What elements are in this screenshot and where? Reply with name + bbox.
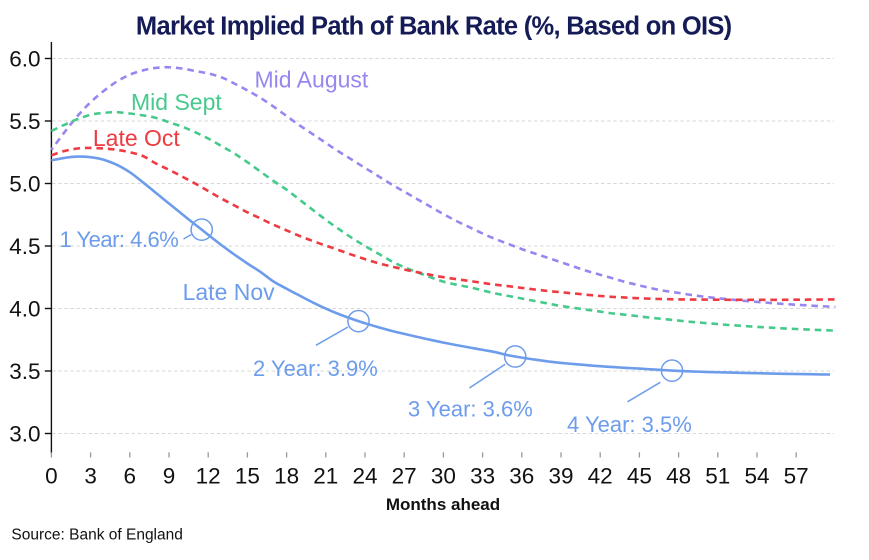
svg-text:42: 42 (588, 463, 613, 488)
svg-text:9: 9 (163, 463, 176, 488)
svg-text:15: 15 (235, 463, 260, 488)
svg-text:33: 33 (470, 463, 495, 488)
svg-text:30: 30 (431, 463, 456, 488)
svg-text:Mid Sept: Mid Sept (131, 89, 222, 115)
svg-text:Months ahead: Months ahead (386, 495, 500, 514)
svg-text:6: 6 (124, 463, 137, 488)
svg-text:57: 57 (784, 463, 809, 488)
svg-text:3: 3 (84, 463, 97, 488)
svg-text:3 Year: 3.6%: 3 Year: 3.6% (408, 397, 533, 422)
svg-text:18: 18 (274, 463, 299, 488)
svg-text:5.0: 5.0 (9, 172, 40, 197)
svg-text:Market Implied Path of Bank Ra: Market Implied Path of Bank Rate (%, Bas… (136, 12, 732, 40)
svg-text:3.0: 3.0 (9, 422, 40, 447)
svg-text:24: 24 (352, 463, 377, 488)
svg-text:45: 45 (627, 463, 652, 488)
svg-text:21: 21 (313, 463, 338, 488)
svg-text:4.5: 4.5 (9, 234, 40, 259)
svg-text:36: 36 (509, 463, 534, 488)
svg-text:54: 54 (744, 463, 769, 488)
svg-text:4 Year: 3.5%: 4 Year: 3.5% (567, 412, 692, 437)
svg-text:0: 0 (45, 463, 58, 488)
svg-text:48: 48 (666, 463, 691, 488)
svg-text:27: 27 (392, 463, 417, 488)
svg-text:Mid August: Mid August (255, 67, 369, 93)
svg-text:39: 39 (548, 463, 573, 488)
svg-text:51: 51 (705, 463, 730, 488)
svg-text:Source: Bank of England: Source: Bank of England (11, 527, 182, 544)
svg-text:4.0: 4.0 (9, 297, 40, 322)
svg-text:6.0: 6.0 (9, 47, 40, 72)
svg-text:2 Year: 3.9%: 2 Year: 3.9% (253, 356, 378, 381)
svg-text:12: 12 (196, 463, 221, 488)
svg-text:5.5: 5.5 (9, 109, 40, 134)
svg-text:3.5: 3.5 (9, 359, 40, 384)
svg-text:Late Oct: Late Oct (93, 125, 181, 151)
svg-text:Late Nov: Late Nov (183, 279, 276, 305)
svg-text:1 Year: 4.6%: 1 Year: 4.6% (60, 227, 179, 252)
